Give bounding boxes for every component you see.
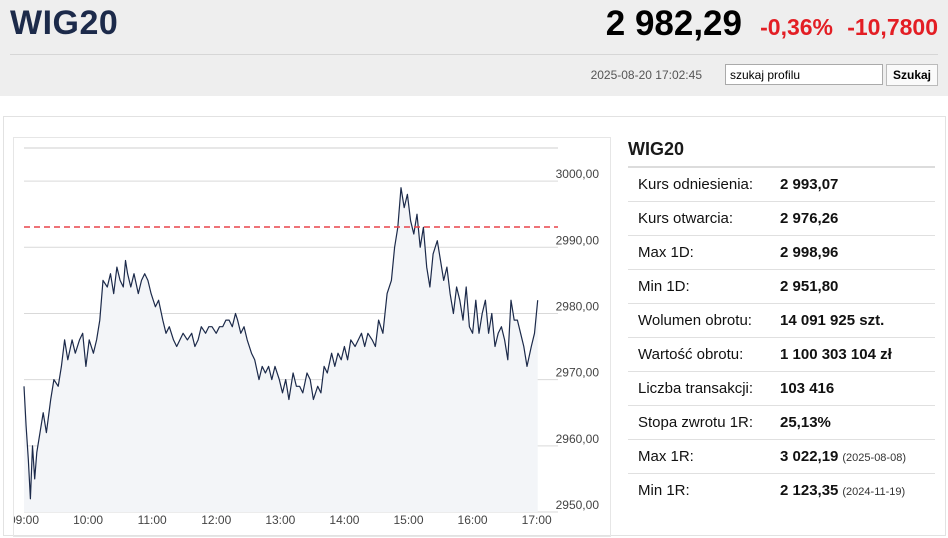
info-row: Max 1D: 2 998,96 (628, 235, 935, 270)
info-value: 103 416 (780, 380, 835, 397)
quote-timestamp: 2025-08-20 17:02:45 (590, 68, 702, 82)
info-value-cell: 3 022,19 (2025-08-08) (780, 439, 935, 474)
y-tick-label: 2960,00 (556, 432, 600, 446)
info-row: Kurs otwarcia: 2 976,26 (628, 201, 935, 236)
info-value: 2 998,96 (780, 244, 839, 261)
info-row: Min 1R: 2 123,35 (2024-11-19) (628, 473, 935, 507)
info-label: Max 1D: (628, 235, 780, 270)
x-tick-label: 11:00 (138, 513, 167, 527)
info-title: WIG20 (628, 139, 685, 159)
search-button[interactable]: Szukaj (886, 64, 938, 86)
info-value-cell: 103 416 (780, 371, 935, 406)
x-tick-label: 17:00 (522, 513, 552, 527)
info-label: Max 1R: (628, 439, 780, 474)
info-label: Min 1D: (628, 269, 780, 304)
info-label: Kurs otwarcia: (628, 201, 780, 236)
x-tick-label: 09:00 (14, 513, 39, 527)
intraday-chart: 2950,00 2960,00 2970,00 2980,00 2990,00 3000,… (13, 137, 611, 537)
chart-svg: 2950,00 2960,00 2970,00 2980,00 2990,00 3000,… (14, 147, 600, 527)
index-symbol: WIG20 (10, 4, 119, 42)
x-tick-label: 12:00 (201, 513, 231, 527)
info-value: 2 993,07 (780, 176, 839, 193)
info-label: Liczba transakcji: (628, 371, 780, 406)
series-line (23, 187, 539, 500)
info-label: Min 1R: (628, 473, 780, 507)
info-row: Liczba transakcji: 103 416 (628, 371, 935, 406)
x-tick-label: 14:00 (329, 513, 359, 527)
info-row: Max 1R: 3 022,19 (2025-08-08) (628, 439, 935, 474)
info-label: Wartość obrotu: (628, 337, 780, 372)
info-value: 3 022,19 (780, 448, 839, 465)
quote-header: WIG20 2 982,29 -0,36% -10,7800 2025-08-2… (0, 0, 948, 96)
info-value: 25,13% (780, 414, 831, 431)
info-value-cell: 14 091 925 szt. (780, 303, 935, 338)
y-tick-label: 2970,00 (556, 366, 600, 380)
info-row: Stopa zwrotu 1R: 25,13% (628, 405, 935, 440)
info-date: (2024-11-19) (842, 486, 906, 498)
change-absolute: -10,7800 (847, 14, 938, 40)
x-tick-label: 10:00 (73, 513, 103, 527)
search-profile-input[interactable] (725, 64, 883, 85)
info-value-cell: 25,13% (780, 405, 935, 440)
info-date: (2025-08-08) (842, 452, 906, 464)
info-value: 2 951,80 (780, 278, 839, 295)
change-percent: -0,36% (760, 14, 833, 40)
info-value-cell: 2 123,35 (2024-11-19) (780, 473, 935, 507)
x-tick-label: 15:00 (393, 513, 423, 527)
y-tick-label: 3000,00 (556, 167, 600, 181)
info-value-cell: 2 976,26 (780, 201, 935, 236)
header-divider (10, 54, 938, 55)
y-tick-label: 2990,00 (556, 233, 600, 247)
info-value-cell: 2 998,96 (780, 235, 935, 270)
info-value: 1 100 303 104 zł (780, 346, 892, 363)
x-tick-label: 13:00 (265, 513, 295, 527)
info-value-cell: 2 951,80 (780, 269, 935, 304)
series-area (24, 187, 538, 512)
info-row: Wolumen obrotu: 14 091 925 szt. (628, 303, 935, 338)
info-table: Kurs odniesienia: 2 993,07 Kurs otwarcia: 2… (628, 166, 935, 507)
info-value-cell: 2 993,07 (780, 166, 935, 202)
info-value: 2 123,35 (780, 482, 839, 499)
info-row: Wartość obrotu: 1 100 303 104 zł (628, 337, 935, 372)
info-value: 14 091 925 szt. (780, 312, 885, 329)
current-price: 2 982,29 (605, 4, 742, 43)
info-value-cell: 1 100 303 104 zł (780, 337, 935, 372)
info-row: Min 1D: 2 951,80 (628, 269, 935, 304)
info-value: 2 976,26 (780, 210, 839, 227)
y-tick-label: 2980,00 (556, 299, 600, 313)
y-tick-label: 2950,00 (556, 498, 600, 512)
x-tick-label: 16:00 (458, 513, 488, 527)
info-label: Kurs odniesienia: (628, 166, 780, 202)
info-row: Kurs odniesienia: 2 993,07 (628, 166, 935, 202)
info-label: Stopa zwrotu 1R: (628, 405, 780, 440)
info-label: Wolumen obrotu: (628, 303, 780, 338)
